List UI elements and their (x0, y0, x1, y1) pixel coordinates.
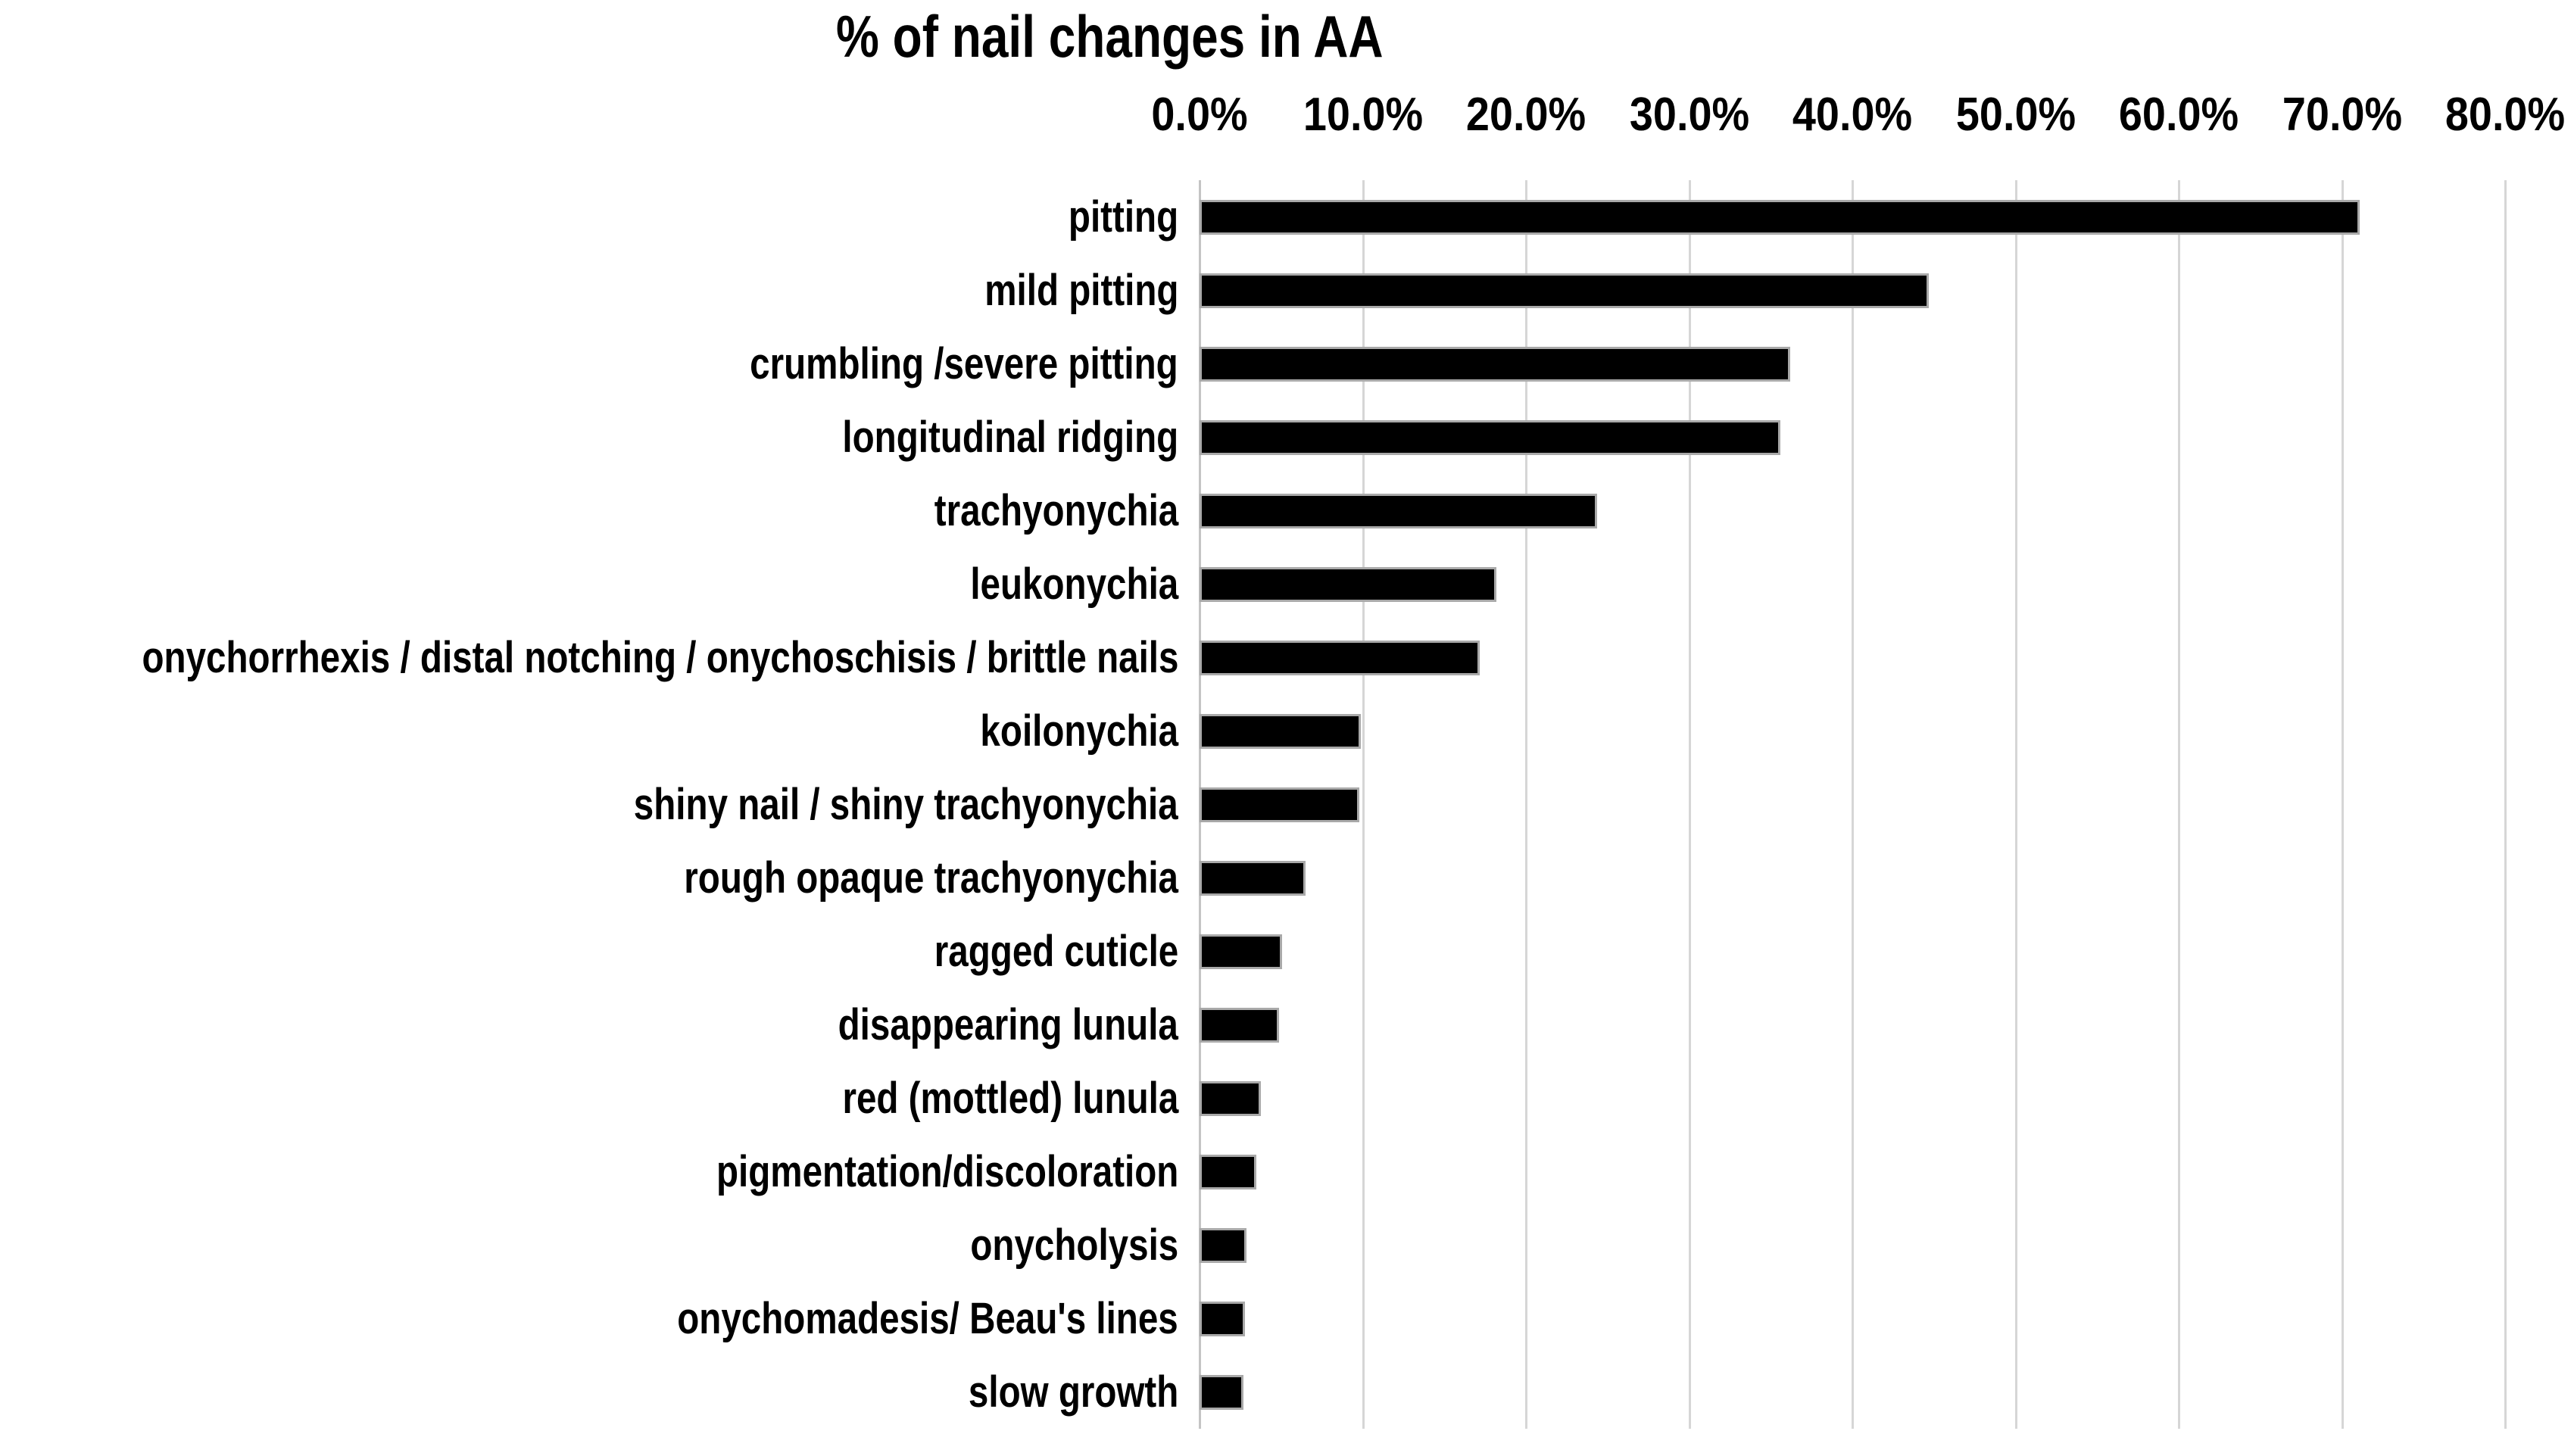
bar-onychorrhexis-distal-notching-onychoschisis-brittle-nails (1200, 640, 1480, 675)
category-label: pitting (1068, 192, 1178, 242)
bar-pigmentation-discoloration (1200, 1154, 1256, 1189)
bar-trachyonychia (1200, 493, 1598, 528)
category-label: trachyonychia (934, 486, 1178, 535)
bar-row (1200, 1355, 2505, 1429)
category-label: slow growth (968, 1367, 1178, 1417)
bar-row (1200, 1062, 2505, 1135)
bar-pitting (1200, 199, 2360, 235)
bar-row (1200, 180, 2505, 254)
category-label: red (mottled) lunula (842, 1074, 1178, 1123)
category-label: onychorrhexis / distal notching / onycho… (142, 633, 1178, 682)
x-tick-label: 50.0% (1955, 89, 2076, 141)
category-label: rough opaque trachyonychia (684, 853, 1178, 903)
bar-ragged-cuticle (1200, 934, 1283, 969)
category-label: leukonychia (970, 560, 1178, 609)
x-tick-label: 10.0% (1303, 89, 1423, 141)
gridline (1852, 180, 1854, 1429)
bar-row (1200, 988, 2505, 1062)
bar-onychomadesis-beau-s-lines (1200, 1301, 1245, 1336)
bar-row (1200, 474, 2505, 547)
category-label: shiny nail / shiny trachyonychia (634, 780, 1178, 829)
bar-disappearing-lunula (1200, 1007, 1280, 1043)
category-label: disappearing lunula (838, 1000, 1178, 1049)
category-label: onycholysis (970, 1221, 1178, 1270)
bar-slow-growth (1200, 1374, 1243, 1410)
category-label: onychomadesis/ Beau's lines (677, 1294, 1178, 1343)
category-label: pigmentation/discoloration (716, 1147, 1178, 1196)
bar-row (1200, 1282, 2505, 1355)
category-label: koilonychia (980, 706, 1178, 756)
gridline (2178, 180, 2180, 1429)
bar-row (1200, 621, 2505, 694)
gridline (2504, 180, 2507, 1429)
bar-crumbling-severe-pitting (1200, 346, 1790, 382)
gridline (2341, 180, 2344, 1429)
category-label: ragged cuticle (934, 927, 1178, 976)
bar-mild-pitting (1200, 273, 1929, 308)
x-tick-label: 60.0% (2118, 89, 2239, 141)
bar-row (1200, 768, 2505, 841)
bar-row (1200, 401, 2505, 474)
x-tick-label: 20.0% (1465, 89, 1587, 141)
gridline (1525, 180, 1527, 1429)
bar-row (1200, 1208, 2505, 1282)
gridline (1688, 180, 1691, 1429)
gridline (2014, 180, 2017, 1429)
bar-koilonychia (1200, 713, 1361, 749)
x-tick-label: 40.0% (1792, 89, 1913, 141)
bar-rough-opaque-trachyonychia (1200, 860, 1306, 896)
bar-row (1200, 547, 2505, 621)
category-axis: pitting mild pitting crumbling /severe pit… (0, 180, 1178, 1429)
bar-red-mottled-lunula (1200, 1080, 1262, 1116)
bar-row (1200, 254, 2505, 327)
x-tick-label: 30.0% (1629, 89, 1749, 141)
bar-longitudinal-ridging (1200, 419, 1780, 455)
gridline (1362, 180, 1365, 1429)
category-label: crumbling /severe pitting (750, 339, 1178, 388)
bar-onycholysis (1200, 1227, 1247, 1263)
bar-row (1200, 1135, 2505, 1208)
chart-title: % of nail changes in AA (836, 3, 1384, 70)
bar-row (1200, 915, 2505, 988)
category-label: longitudinal ridging (842, 413, 1178, 462)
bar-row (1200, 327, 2505, 401)
bar-leukonychia (1200, 566, 1496, 602)
x-tick-label: 0.0% (1151, 89, 1248, 141)
bar-row (1200, 841, 2505, 915)
x-tick-label: 70.0% (2282, 89, 2402, 141)
category-label: mild pitting (984, 266, 1178, 315)
bar-shiny-nail-shiny-trachyonychia (1200, 787, 1359, 822)
plot-area (1199, 180, 2507, 1429)
x-tick-label: 80.0% (2445, 89, 2566, 141)
bar-row (1200, 694, 2505, 768)
